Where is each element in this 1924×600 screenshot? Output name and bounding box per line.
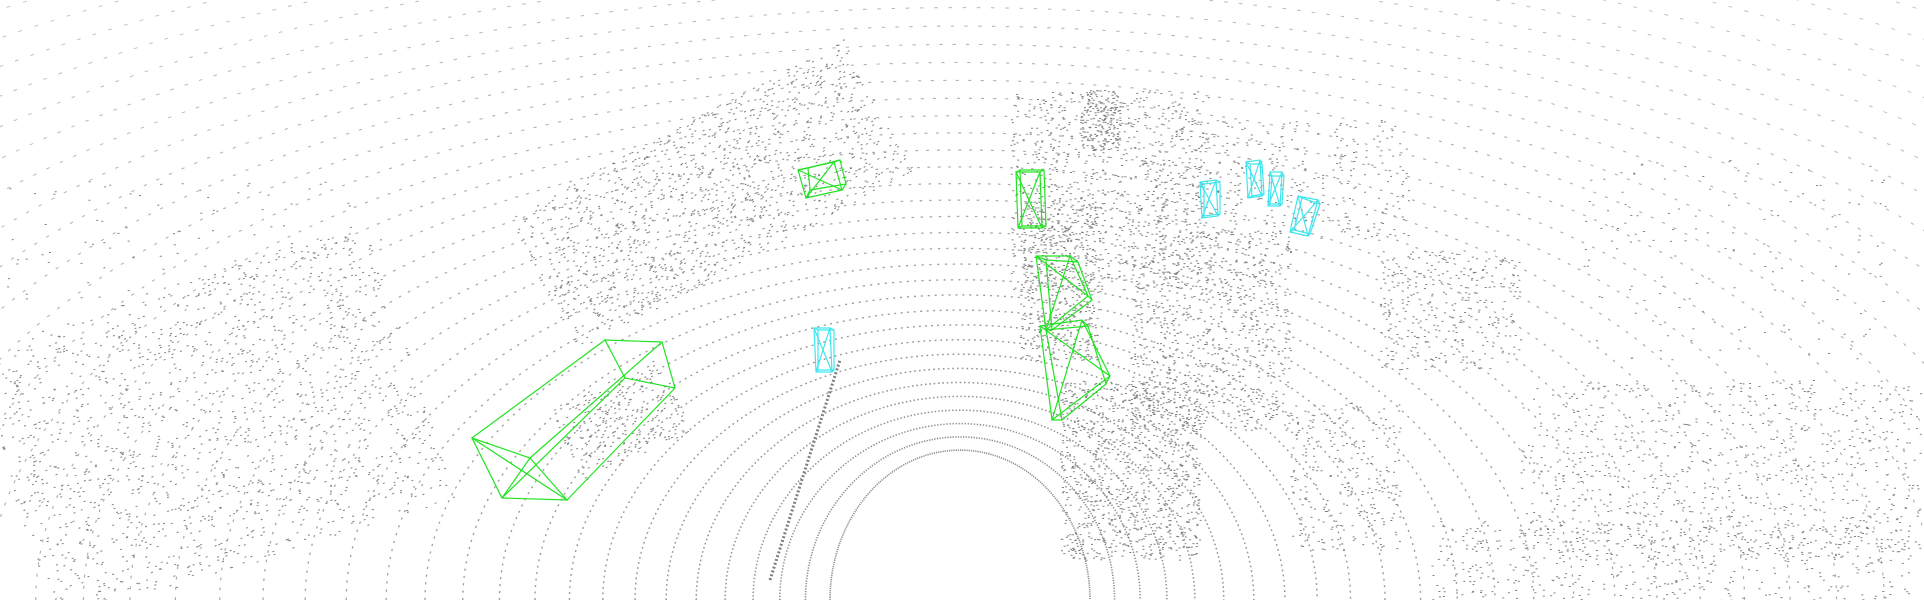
box-edge — [501, 377, 626, 499]
box-diagonal — [1297, 195, 1309, 237]
box-edge — [1317, 199, 1321, 205]
scan-ring — [829, 449, 1091, 600]
box-diagonal — [1247, 159, 1261, 199]
box-diagonal — [1201, 179, 1217, 219]
pedestrian-box — [1199, 179, 1221, 219]
pedestrian-box — [813, 327, 835, 373]
point-cluster — [1060, 380, 1202, 561]
box-diagonal — [501, 457, 531, 499]
box-edge — [1087, 295, 1093, 301]
box-edge — [841, 183, 847, 191]
box-diagonal — [815, 327, 831, 373]
scan-ring — [779, 422, 1141, 600]
ground-scan-streak — [768, 359, 842, 581]
bounding-boxes — [470, 159, 1321, 501]
scan-ring — [424, 263, 1496, 600]
scan-ring — [534, 309, 1386, 600]
box-edge — [833, 159, 841, 163]
scan-ring — [695, 381, 1225, 600]
box-diagonal — [1045, 255, 1071, 331]
box-edge — [1215, 179, 1221, 183]
box-edge — [471, 339, 606, 439]
box-diagonal — [1017, 171, 1041, 229]
scan-ring — [82, 132, 1838, 600]
box-diagonal — [805, 161, 835, 199]
scan-ring — [462, 278, 1458, 600]
scan-ring — [262, 199, 1658, 600]
scan-ring — [129, 149, 1791, 600]
point-cluster — [1151, 120, 1411, 241]
vehicle-box — [470, 339, 676, 501]
box-edge — [1105, 375, 1111, 385]
pedestrian-box — [1245, 159, 1265, 199]
vehicle-box — [1039, 319, 1111, 422]
point-cluster — [1431, 520, 1912, 600]
box-edge — [529, 341, 663, 459]
points — [1431, 520, 1912, 600]
box-diagonal — [1051, 319, 1083, 421]
scan-ring — [0, 97, 1924, 535]
box-edge — [1039, 169, 1045, 173]
pedestrian-box — [1267, 171, 1285, 207]
box-edge — [1015, 169, 1021, 173]
box-edge — [1041, 225, 1047, 229]
box-diagonal — [1289, 199, 1319, 233]
scan-ring — [219, 183, 1701, 600]
points — [1151, 120, 1411, 241]
box-edge — [566, 387, 676, 501]
points — [1060, 380, 1202, 561]
vehicle-box — [1015, 169, 1047, 229]
scan-ring — [174, 166, 1746, 600]
box-diagonal — [1039, 325, 1111, 377]
scan-ring — [752, 409, 1168, 600]
box-edge — [829, 327, 835, 331]
scan-ring — [724, 395, 1196, 600]
points — [1080, 90, 1122, 151]
scan-ring — [345, 231, 1575, 600]
streak-line — [768, 359, 842, 581]
box-edge — [1069, 255, 1079, 263]
vehicle-box — [1035, 255, 1093, 332]
pedestrian-box — [1289, 195, 1321, 237]
box-edge — [797, 167, 809, 171]
box-diagonal — [1035, 255, 1089, 297]
box-diagonal — [1267, 171, 1283, 207]
scan-ring — [35, 115, 1885, 600]
box-diagonal — [471, 437, 568, 501]
box-edge — [1081, 319, 1089, 327]
vehicle-box — [797, 159, 847, 199]
point-cluster — [1080, 90, 1122, 151]
scan-ring — [568, 324, 1352, 600]
